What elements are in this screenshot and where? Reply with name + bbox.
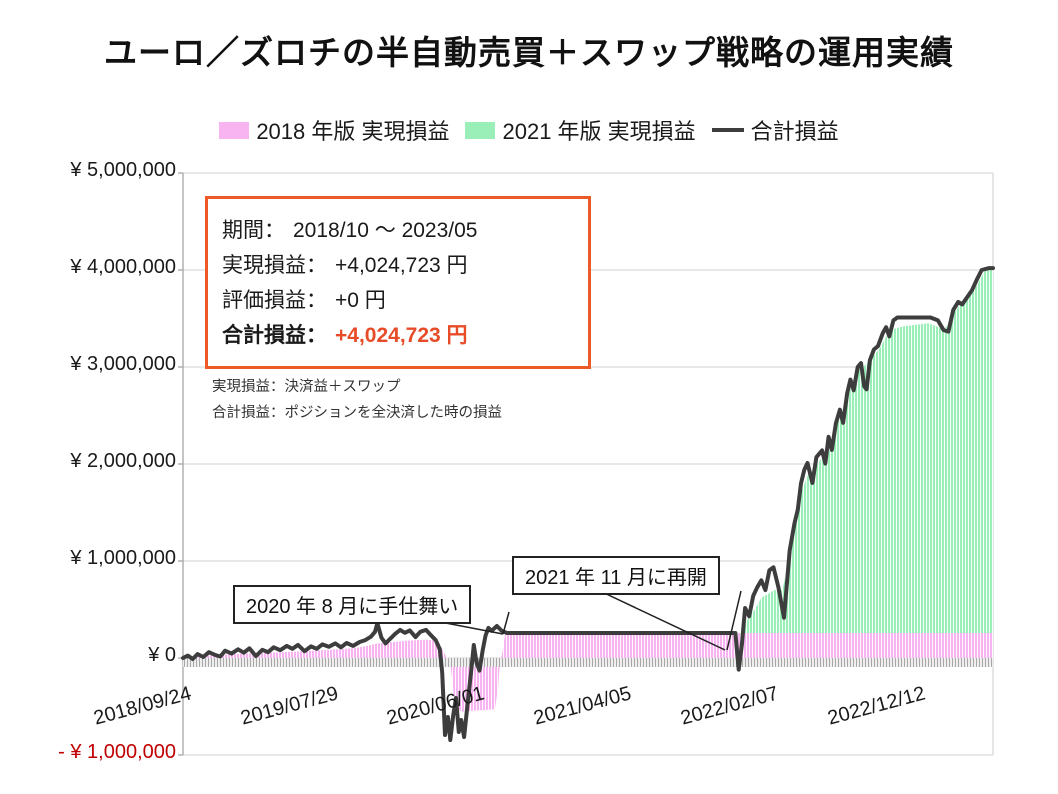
summary-value: +4,024,723 円 [335, 254, 468, 277]
area-series-pink [183, 633, 993, 712]
line-legend-marker-icon [711, 128, 744, 132]
summary-row: 評価損益： +0 円 [222, 284, 574, 314]
footnote-line: 実現損益：決済益＋スワップ [212, 379, 401, 395]
summary-value: 2018/10 ～ 2023/05 [293, 219, 478, 242]
summary-row: 合計損益： +4,024,723 円 [222, 319, 574, 349]
total-line-series [181, 266, 995, 742]
legend-item-2: 合計損益 [711, 114, 839, 146]
area-legend-swatch-icon [219, 121, 250, 139]
y-axis-label: ¥ 5,000,000 [70, 159, 176, 181]
area-legend-swatch-icon [465, 121, 496, 139]
legend-label: 合計損益 [750, 119, 839, 144]
y-axis-label: ¥ 4,000,000 [70, 256, 176, 278]
summary-label: 合計損益： [222, 324, 327, 347]
legend-item-0: 2018 年版 実現損益 [219, 114, 449, 146]
summary-label: 評価損益： [222, 289, 327, 312]
chart-legend: 2018 年版 実現損益 2021 年版 実現損益 合計損益 [0, 114, 1058, 146]
callout-restart-2021-11: 2021 年 11 月に再開 [512, 556, 720, 595]
y-axis-label: ¥ 3,000,000 [70, 353, 176, 375]
y-axis-label: ¥ 2,000,000 [70, 450, 176, 472]
y-axis-label: ¥ 1,000,000 [70, 547, 176, 569]
summary-value: +4,024,723 円 [335, 324, 468, 347]
summary-value: +0 円 [335, 289, 386, 312]
y-axis-label: ¥ 0 [148, 644, 176, 666]
footnotes: 実現損益：決済益＋スワップ合計損益：ポジションを全決済した時の損益 [212, 374, 502, 426]
summary-label: 期間： [222, 219, 285, 242]
legend-label: 2018 年版 実現損益 [256, 119, 450, 144]
summary-row: 実現損益： +4,024,723 円 [222, 249, 574, 279]
footnote-line: 合計損益：ポジションを全決済した時の損益 [212, 405, 502, 422]
callout-close-2020-08: 2020 年 8 月に手仕舞い [233, 585, 472, 624]
chart-title: ユーロ／ズロチの半自動売買＋スワップ戦略の運用実績 [104, 34, 954, 71]
summary-label: 実現損益： [222, 254, 327, 277]
y-axis-label: - ¥ 1,000,000 [58, 741, 176, 763]
legend-item-1: 2021 年版 実現損益 [465, 114, 696, 146]
summary-row: 期間： 2018/10 ～ 2023/05 [222, 214, 574, 244]
legend-label: 2021 年版 実現損益 [502, 119, 696, 144]
area-series-green [740, 269, 993, 633]
summary-box: 期間： 2018/10 ～ 2023/05 実現損益： +4,024,723 円評価損… [205, 196, 591, 369]
